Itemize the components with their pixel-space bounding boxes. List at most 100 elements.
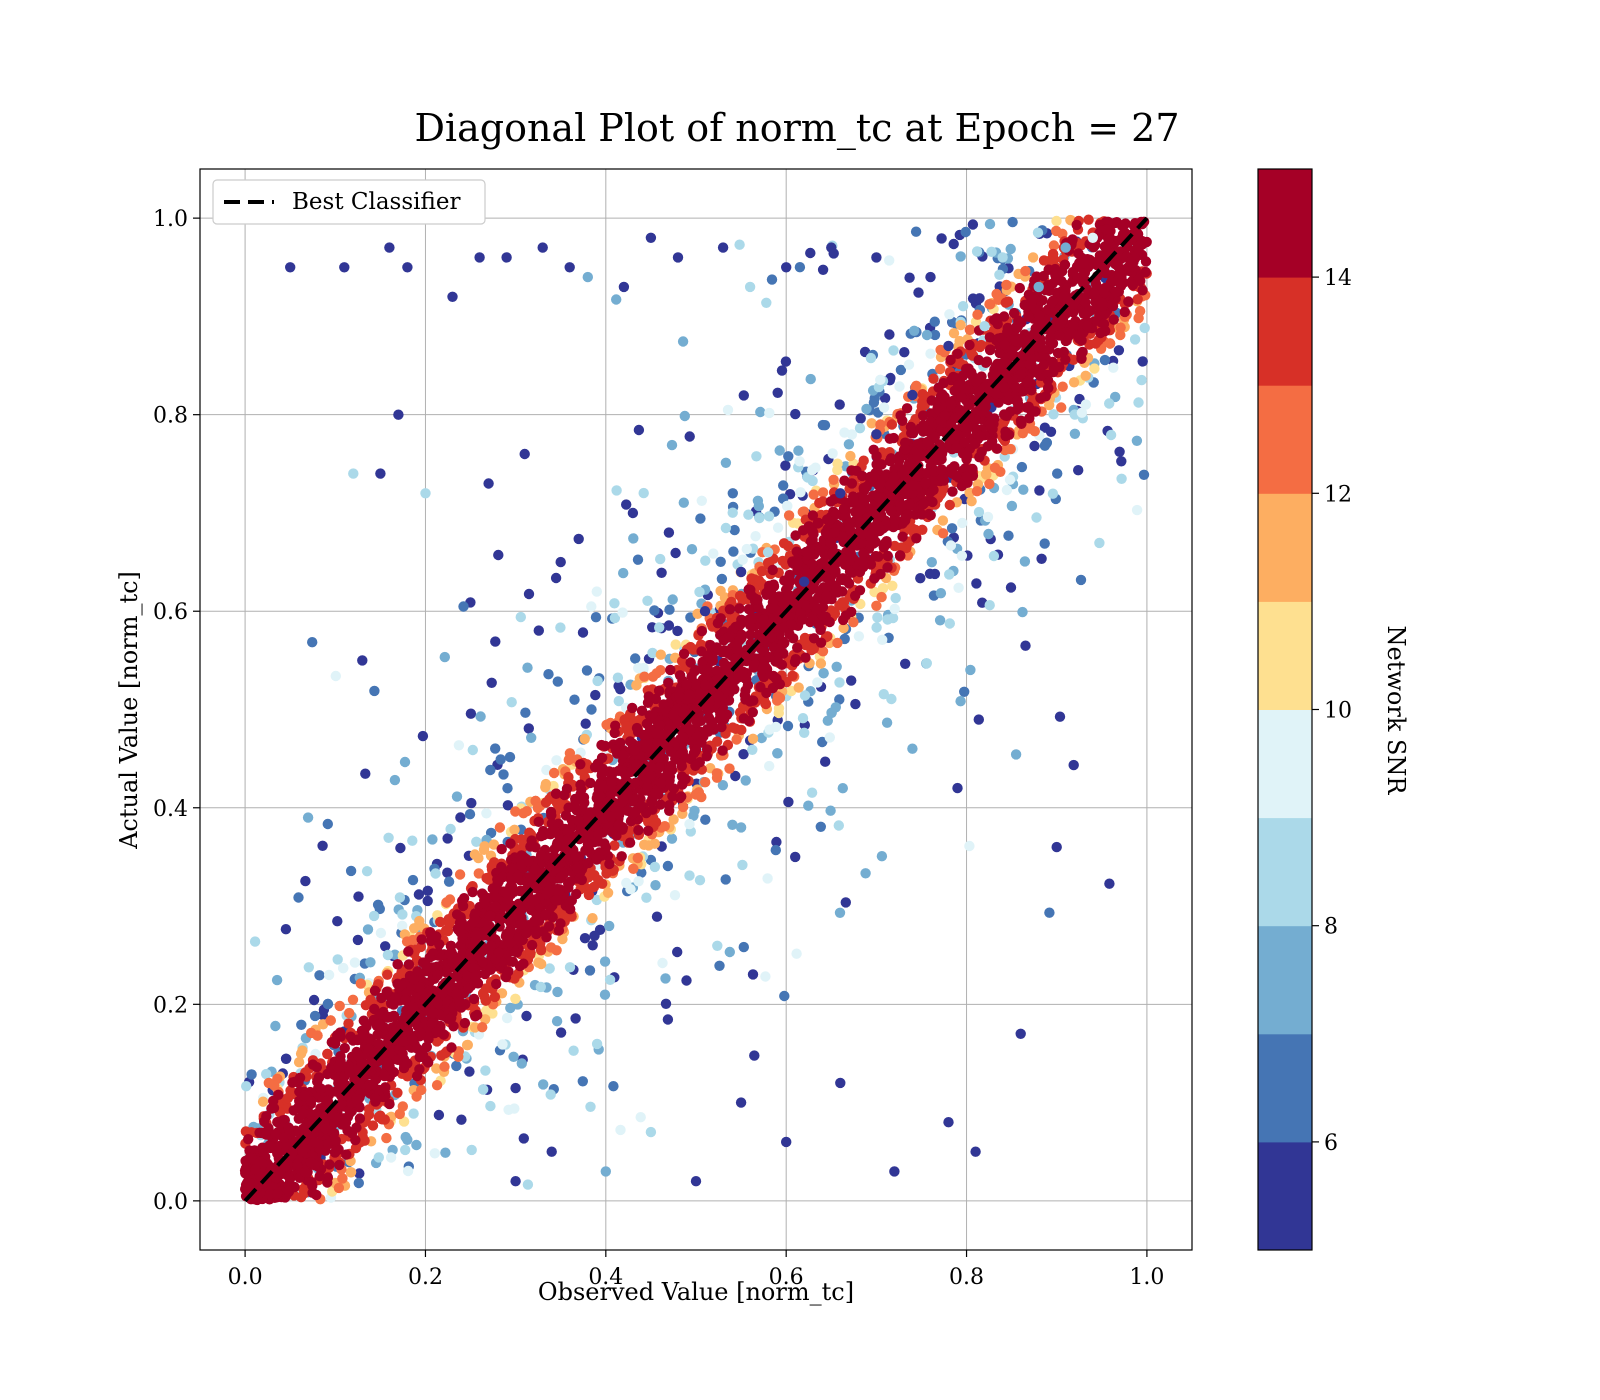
scatter-point bbox=[672, 946, 683, 958]
scatter-point bbox=[935, 588, 947, 599]
scatter-point bbox=[407, 874, 419, 886]
scatter-point bbox=[411, 1139, 422, 1151]
scatter-point bbox=[532, 802, 544, 814]
scatter-point bbox=[249, 936, 261, 947]
scatter-point bbox=[288, 1105, 299, 1116]
scatter-point bbox=[495, 754, 506, 765]
scatter-point bbox=[621, 499, 632, 510]
scatter-point bbox=[782, 500, 793, 512]
scatter-point bbox=[339, 1042, 350, 1054]
scatter-point bbox=[505, 1002, 516, 1014]
scatter-point bbox=[716, 573, 728, 585]
scatter-point bbox=[974, 452, 985, 463]
scatter-point bbox=[303, 962, 314, 973]
scatter-point bbox=[1054, 711, 1066, 722]
scatter-point bbox=[838, 597, 850, 608]
scatter-point bbox=[430, 868, 441, 879]
scatter-point bbox=[655, 649, 666, 660]
scatter-point bbox=[794, 262, 806, 273]
scatter-point bbox=[441, 967, 452, 978]
scatter-point bbox=[392, 959, 403, 970]
scatter-point bbox=[957, 301, 969, 312]
scatter-point bbox=[538, 1079, 549, 1090]
scatter-point bbox=[546, 810, 557, 821]
scatter-point bbox=[459, 1017, 471, 1029]
scatter-point bbox=[1056, 402, 1067, 413]
scatter-point bbox=[543, 669, 554, 680]
scatter-point bbox=[481, 808, 492, 819]
scatter-point bbox=[280, 1053, 292, 1065]
scatter-point bbox=[1080, 297, 1091, 308]
scatter-point bbox=[587, 940, 598, 951]
scatter-point bbox=[493, 549, 504, 561]
scatter-point bbox=[776, 365, 788, 376]
scatter-point bbox=[817, 419, 829, 431]
scatter-point bbox=[967, 219, 979, 230]
scatter-point bbox=[975, 431, 986, 442]
scatter-point bbox=[559, 789, 570, 801]
scatter-point bbox=[330, 670, 341, 682]
scatter-point bbox=[429, 1148, 440, 1159]
scatter-point bbox=[609, 727, 620, 739]
scatter-point bbox=[349, 957, 361, 968]
scatter-point bbox=[988, 550, 1000, 562]
scatter-point bbox=[351, 1122, 362, 1133]
scatter-point bbox=[727, 722, 738, 733]
scatter-point bbox=[700, 555, 711, 566]
scatter-point bbox=[239, 1165, 251, 1176]
scatter-point bbox=[295, 1048, 307, 1059]
scatter-point bbox=[747, 969, 759, 980]
scatter-point bbox=[712, 940, 723, 951]
scatter-point bbox=[628, 533, 639, 544]
scatter-point bbox=[414, 915, 425, 927]
scatter-point bbox=[672, 625, 683, 637]
scatter-point bbox=[678, 497, 689, 508]
scatter-point bbox=[469, 849, 481, 860]
scatter-point bbox=[966, 347, 977, 358]
scatter-point bbox=[382, 969, 393, 980]
scatter-point bbox=[760, 971, 771, 982]
scatter-point bbox=[756, 566, 768, 577]
scatter-point bbox=[369, 685, 380, 697]
scatter-point bbox=[383, 832, 394, 843]
scatter-point bbox=[649, 605, 660, 616]
scatter-point bbox=[685, 657, 696, 668]
scatter-point bbox=[754, 512, 765, 524]
scatter-point bbox=[269, 1080, 280, 1091]
scatter-point bbox=[551, 755, 562, 766]
scatter-point bbox=[925, 348, 936, 359]
scatter-point bbox=[1137, 285, 1148, 296]
scatter-point bbox=[924, 568, 936, 579]
scatter-point bbox=[523, 723, 534, 734]
scatter-point bbox=[857, 470, 868, 482]
scatter-point bbox=[1043, 382, 1054, 394]
scatter-point bbox=[715, 613, 726, 624]
scatter-point bbox=[381, 1132, 392, 1144]
scatter-point bbox=[467, 886, 478, 898]
scatter-point bbox=[451, 791, 463, 802]
scatter-point bbox=[684, 818, 695, 830]
scatter-point bbox=[1069, 428, 1081, 439]
scatter-point bbox=[1017, 606, 1028, 618]
scatter-point bbox=[563, 754, 575, 766]
scatter-point bbox=[373, 1152, 384, 1163]
scatter-point bbox=[694, 586, 705, 598]
scatter-point bbox=[588, 881, 600, 893]
scatter-point bbox=[241, 1081, 252, 1092]
scatter-point bbox=[695, 513, 706, 524]
scatter-point bbox=[1075, 574, 1087, 586]
scatter-point bbox=[636, 867, 647, 878]
scatter-point bbox=[1113, 345, 1125, 356]
scatter-point bbox=[890, 592, 901, 604]
scatter-point bbox=[502, 800, 514, 811]
scatter-point bbox=[1104, 878, 1115, 889]
scatter-point bbox=[947, 486, 958, 497]
scatter-point bbox=[1020, 265, 1031, 277]
scatter-point bbox=[384, 1098, 395, 1110]
scatter-point bbox=[510, 1082, 521, 1094]
scatter-point bbox=[689, 666, 700, 677]
scatter-point bbox=[509, 973, 520, 984]
scatter-point bbox=[477, 1021, 488, 1033]
scatter-point bbox=[684, 431, 695, 442]
scatter-point bbox=[944, 499, 955, 511]
